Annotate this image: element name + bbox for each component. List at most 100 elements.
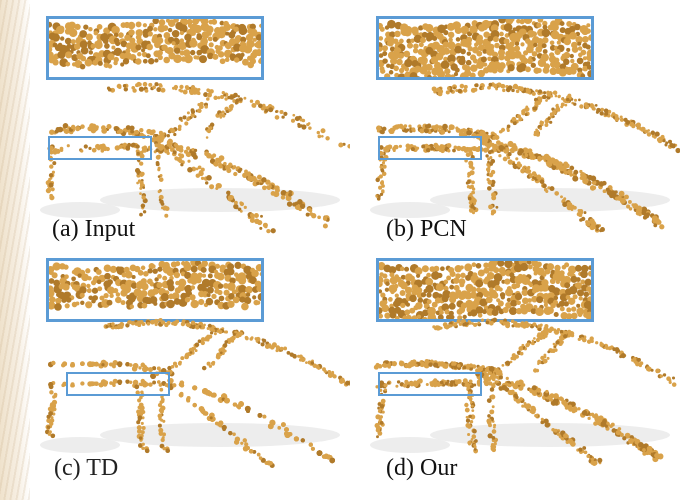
point bbox=[570, 275, 578, 283]
point bbox=[455, 88, 459, 93]
point bbox=[574, 23, 581, 31]
point bbox=[487, 160, 490, 164]
point bbox=[474, 439, 478, 443]
point bbox=[586, 54, 591, 62]
point bbox=[378, 145, 384, 150]
zoom-inset-pcn bbox=[376, 16, 594, 80]
point bbox=[532, 288, 537, 294]
point bbox=[398, 144, 403, 148]
point bbox=[577, 407, 581, 411]
point bbox=[410, 38, 415, 43]
point bbox=[587, 270, 591, 277]
point bbox=[502, 149, 506, 153]
point bbox=[257, 292, 261, 302]
point bbox=[576, 57, 584, 65]
point bbox=[508, 19, 515, 23]
point bbox=[493, 442, 497, 446]
point bbox=[473, 443, 477, 447]
point bbox=[559, 63, 567, 71]
point bbox=[111, 322, 115, 326]
point bbox=[437, 361, 443, 367]
point bbox=[91, 298, 96, 304]
point bbox=[157, 175, 161, 178]
point bbox=[556, 105, 560, 109]
point bbox=[546, 92, 552, 97]
point bbox=[612, 347, 617, 352]
point bbox=[379, 53, 384, 58]
point bbox=[604, 111, 609, 116]
point bbox=[387, 19, 396, 29]
point bbox=[499, 31, 504, 37]
point bbox=[542, 358, 548, 364]
point bbox=[103, 264, 112, 272]
point bbox=[283, 346, 288, 351]
ground-shadow bbox=[370, 202, 450, 218]
point bbox=[159, 387, 164, 392]
point bbox=[164, 213, 169, 218]
point bbox=[443, 30, 449, 36]
point bbox=[217, 289, 223, 296]
point bbox=[135, 44, 142, 51]
point bbox=[131, 142, 136, 147]
point bbox=[57, 50, 66, 59]
point bbox=[555, 340, 560, 345]
panel-input: (a) Input bbox=[20, 0, 350, 245]
point bbox=[590, 457, 595, 461]
point bbox=[238, 276, 247, 285]
point bbox=[129, 37, 136, 44]
point bbox=[447, 54, 456, 64]
point bbox=[190, 324, 196, 330]
point bbox=[386, 39, 394, 47]
point bbox=[537, 327, 542, 332]
point bbox=[232, 296, 240, 304]
point bbox=[284, 427, 289, 432]
point bbox=[578, 52, 583, 58]
point bbox=[245, 292, 251, 297]
point bbox=[147, 25, 154, 32]
point bbox=[481, 309, 488, 315]
point bbox=[607, 346, 612, 351]
point bbox=[585, 28, 591, 34]
point bbox=[549, 44, 556, 51]
point bbox=[223, 23, 232, 32]
point bbox=[307, 360, 312, 365]
point bbox=[269, 419, 276, 426]
point bbox=[437, 272, 443, 279]
point bbox=[305, 361, 308, 364]
point bbox=[135, 390, 140, 395]
point bbox=[85, 33, 93, 41]
point bbox=[60, 36, 65, 41]
point bbox=[118, 144, 123, 149]
point bbox=[195, 167, 199, 171]
point bbox=[172, 150, 177, 155]
point bbox=[512, 121, 517, 126]
point bbox=[173, 54, 182, 64]
point bbox=[490, 394, 496, 400]
point bbox=[551, 23, 559, 31]
point bbox=[404, 59, 413, 68]
point bbox=[147, 31, 153, 37]
point bbox=[458, 131, 465, 137]
point bbox=[97, 147, 101, 151]
point bbox=[399, 266, 405, 272]
point bbox=[488, 82, 493, 87]
point bbox=[190, 49, 196, 56]
point bbox=[521, 404, 525, 408]
point bbox=[454, 67, 460, 73]
point bbox=[508, 306, 518, 316]
point bbox=[80, 381, 85, 386]
point bbox=[513, 321, 518, 326]
point bbox=[540, 355, 545, 361]
point bbox=[383, 147, 387, 150]
point bbox=[574, 282, 583, 290]
point bbox=[380, 151, 385, 155]
point bbox=[499, 319, 504, 324]
point bbox=[79, 63, 86, 70]
point bbox=[308, 442, 313, 447]
point bbox=[51, 170, 55, 174]
caption-td: (c) TD bbox=[54, 455, 119, 481]
point bbox=[520, 262, 529, 272]
point bbox=[217, 30, 226, 39]
point bbox=[157, 274, 162, 279]
point bbox=[487, 433, 493, 439]
